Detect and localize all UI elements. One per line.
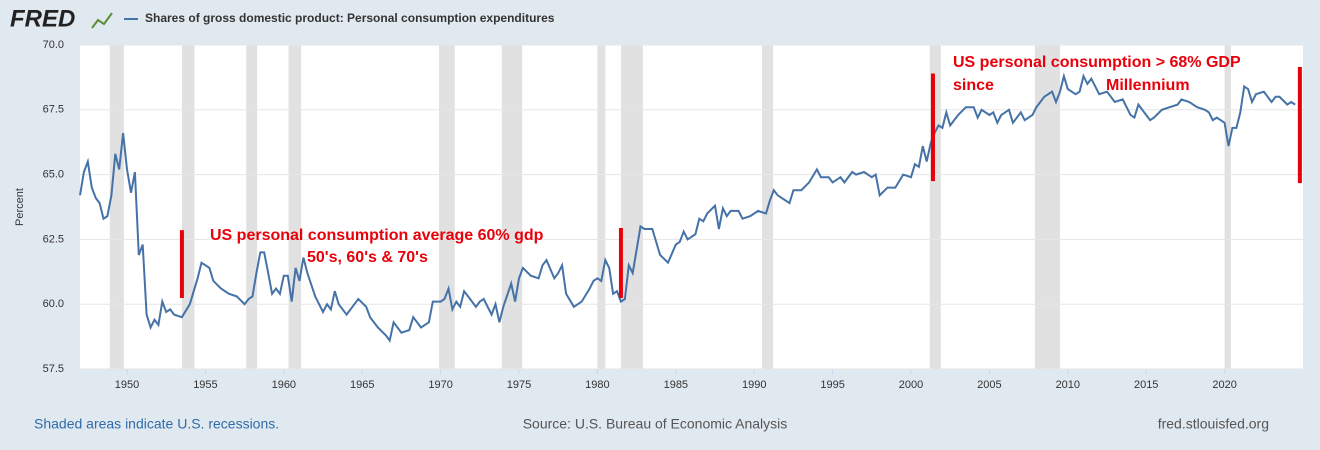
y-tick-label: 62.5 [43, 233, 64, 245]
y-axis-label: Percent [14, 188, 26, 226]
x-tick-label: 2015 [1134, 379, 1158, 391]
footer-note[interactable]: Shaded areas indicate U.S. recessions. [34, 416, 279, 432]
recession-band [109, 45, 124, 369]
plot-area [80, 45, 1303, 369]
footer-source[interactable]: Source: U.S. Bureau of Economic Analysis [523, 416, 788, 432]
x-tick-label: 1950 [115, 379, 139, 391]
footer-site[interactable]: fred.stlouisfed.org [1158, 416, 1269, 432]
legend-label: Shares of gross domestic product: Person… [145, 11, 555, 25]
annotation: Millennium [1106, 77, 1190, 94]
logo[interactable]: FRED [10, 5, 75, 32]
y-tick-label: 57.5 [43, 363, 64, 375]
y-tick-label: 70.0 [43, 39, 64, 51]
x-tick-label: 1955 [193, 379, 217, 391]
annotation: US personal consumption > 68% GDP [953, 54, 1241, 71]
y-tick-label: 60.0 [43, 298, 64, 310]
recession-band [620, 45, 643, 369]
x-tick-label: 1960 [272, 379, 296, 391]
recession-band [288, 45, 302, 369]
recession-band [597, 45, 606, 369]
x-tick-label: 1975 [507, 379, 531, 391]
y-tick-label: 67.5 [43, 104, 64, 116]
recession-band [246, 45, 258, 369]
recession-band [181, 45, 195, 369]
logo-icon [91, 12, 113, 29]
recession-band [439, 45, 455, 369]
annotation: US personal consumption average 60% gdp [210, 227, 544, 244]
x-tick-label: 1985 [664, 379, 688, 391]
x-tick-label: 1970 [428, 379, 452, 391]
x-tick-label: 2010 [1056, 379, 1080, 391]
x-tick-label: 1995 [820, 379, 844, 391]
recession-band [929, 45, 941, 369]
x-tick-label: 1965 [350, 379, 374, 391]
annotation: 50's, 60's & 70's [307, 249, 428, 266]
x-tick-label: 2020 [1212, 379, 1236, 391]
x-tick-label: 1990 [742, 379, 766, 391]
y-tick-label: 65.0 [43, 169, 64, 181]
series-line [79, 72, 1296, 343]
x-tick-label: 2000 [899, 379, 923, 391]
x-tick-label: 1980 [585, 379, 609, 391]
recession-band [1224, 45, 1231, 369]
recession-band [501, 45, 523, 369]
x-tick-label: 2005 [977, 379, 1001, 391]
annotation: since [953, 77, 994, 94]
